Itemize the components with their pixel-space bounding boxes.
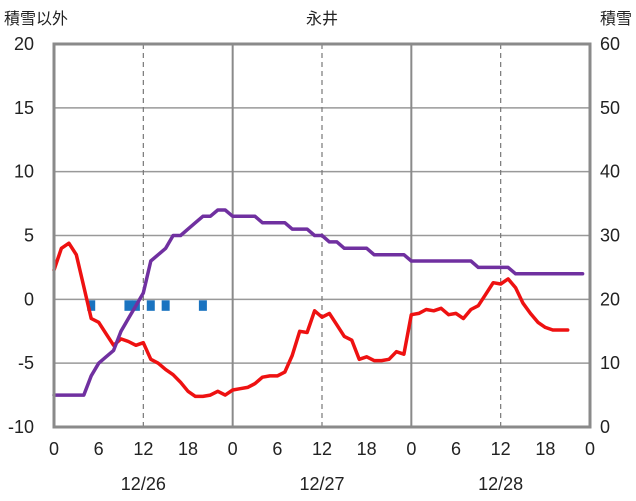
right-axis-title: 積雪 xyxy=(600,10,632,28)
date-label: 12/26 xyxy=(121,474,166,494)
x-tick-label: 6 xyxy=(272,439,282,459)
x-tick-label: 18 xyxy=(357,439,377,459)
left-tick-label: -5 xyxy=(18,353,34,373)
x-tick-label: 0 xyxy=(585,439,595,459)
precip-bar xyxy=(124,300,133,311)
left-tick-label: 0 xyxy=(24,289,34,309)
left-tick-label: 15 xyxy=(14,98,34,118)
x-tick-label: 0 xyxy=(49,439,59,459)
x-tick-label: 6 xyxy=(94,439,104,459)
right-tick-label: 60 xyxy=(600,34,620,54)
precip-bar xyxy=(87,300,96,311)
x-tick-label: 12 xyxy=(312,439,332,459)
right-tick-label: 40 xyxy=(600,162,620,182)
right-tick-label: 20 xyxy=(600,289,620,309)
x-tick-label: 0 xyxy=(228,439,238,459)
x-tick-label: 18 xyxy=(535,439,555,459)
snow-depth-line xyxy=(52,208,585,397)
precip-bar xyxy=(146,300,155,311)
right-tick-label: 10 xyxy=(600,353,620,373)
precip-bar xyxy=(198,300,207,311)
left-tick-label: 10 xyxy=(14,162,34,182)
x-tick-label: 6 xyxy=(451,439,461,459)
date-label: 12/28 xyxy=(478,474,523,494)
x-tick-label: 18 xyxy=(178,439,198,459)
x-tick-label: 0 xyxy=(406,439,416,459)
left-tick-label: 5 xyxy=(24,226,34,246)
temperature-line xyxy=(52,241,570,399)
series-layer xyxy=(52,208,585,399)
date-label: 12/27 xyxy=(299,474,344,494)
right-tick-label: 0 xyxy=(600,417,610,437)
left-axis-title: 積雪以外 xyxy=(4,10,68,28)
left-tick-label: -10 xyxy=(8,417,34,437)
grid-layer xyxy=(54,44,590,427)
x-tick-label: 12 xyxy=(133,439,153,459)
plot-frame xyxy=(52,42,592,429)
x-tick-label: 12 xyxy=(491,439,511,459)
left-tick-label: 20 xyxy=(14,34,34,54)
precip-bar xyxy=(161,300,170,311)
right-tick-label: 50 xyxy=(600,98,620,118)
chart-title: 永井 xyxy=(306,10,338,28)
right-tick-label: 30 xyxy=(600,226,620,246)
